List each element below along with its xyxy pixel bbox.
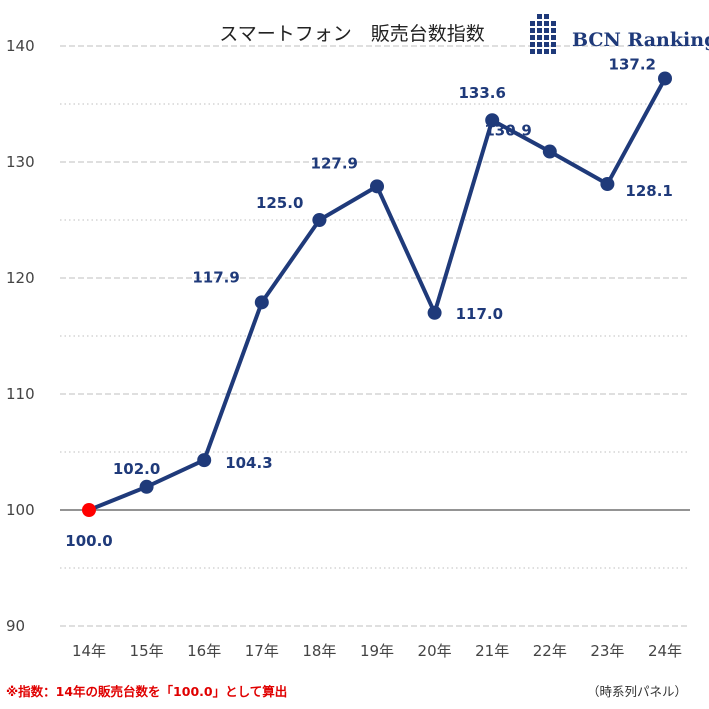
logo-block xyxy=(551,42,556,47)
base-data-point xyxy=(82,503,96,517)
y-axis-ticks: 90 100 110 120 130 140 xyxy=(6,37,35,635)
bcn-ranking-logo: BCN Ranking xyxy=(530,14,709,54)
data-point xyxy=(139,479,154,494)
data-point xyxy=(485,113,500,128)
y-tick-label: 90 xyxy=(6,617,25,635)
data-point xyxy=(370,179,384,194)
logo-block xyxy=(537,21,542,26)
data-label: 102.0 xyxy=(113,460,160,478)
logo-block xyxy=(551,49,556,54)
data-label: 104.3 xyxy=(225,454,272,472)
x-tick-label: 24年 xyxy=(648,642,682,660)
source-note: （時系列パネル） xyxy=(586,684,687,699)
x-axis-ticks: 14年 15年 16年 17年 18年 19年 20年 21年 22年 23年 24年 xyxy=(72,642,682,660)
logo-block xyxy=(544,28,549,33)
chart-title: スマートフォン 販売台数指数 xyxy=(219,23,484,45)
logo-block xyxy=(530,49,535,54)
logo-block xyxy=(530,28,535,33)
data-label: 117.9 xyxy=(192,268,239,286)
logo-text: BCN Ranking xyxy=(572,29,709,51)
data-label: 125.0 xyxy=(256,194,303,212)
logo-block xyxy=(530,21,535,26)
data-point xyxy=(312,213,327,227)
building-grid-icon xyxy=(530,14,556,54)
y-tick-label: 140 xyxy=(6,37,35,55)
logo-block xyxy=(551,28,556,33)
data-point xyxy=(197,453,212,468)
logo-block xyxy=(544,21,549,26)
series-line xyxy=(87,76,667,512)
data-label: 117.0 xyxy=(456,305,503,323)
x-tick-label: 22年 xyxy=(533,642,567,660)
data-label: 127.9 xyxy=(311,154,358,172)
logo-block xyxy=(544,49,549,54)
data-label: 100.0 xyxy=(65,532,112,550)
logo-block xyxy=(551,21,556,26)
logo-block xyxy=(537,14,542,19)
y-tick-label: 110 xyxy=(6,385,35,403)
logo-block xyxy=(544,35,549,40)
logo-block xyxy=(530,35,535,40)
data-point xyxy=(658,71,672,86)
logo-block xyxy=(537,35,542,40)
x-tick-label: 16年 xyxy=(187,642,221,660)
x-tick-label: 20年 xyxy=(418,642,452,660)
x-tick-label: 14年 xyxy=(72,642,106,660)
y-tick-label: 130 xyxy=(6,153,35,171)
x-tick-label: 23年 xyxy=(590,642,624,660)
x-tick-label: 17年 xyxy=(245,642,279,660)
logo-block xyxy=(544,42,549,47)
logo-block xyxy=(537,28,542,33)
data-label: 133.6 xyxy=(458,84,505,102)
data-point xyxy=(254,295,269,310)
y-tick-label: 120 xyxy=(6,269,35,287)
y-tick-label: 100 xyxy=(6,501,35,519)
data-label: 128.1 xyxy=(625,182,672,200)
x-tick-label: 21年 xyxy=(475,642,509,660)
logo-block xyxy=(544,14,549,19)
logo-block xyxy=(530,42,535,47)
data-labels: 100.0 102.0 104.3 117.9 125.0 127.9 117.0 133.6… xyxy=(65,55,673,550)
x-tick-label: 18年 xyxy=(302,642,336,660)
data-point xyxy=(600,177,615,192)
logo-block xyxy=(551,35,556,40)
data-label: 130.9 xyxy=(484,122,531,140)
x-tick-label: 15年 xyxy=(130,642,164,660)
logo-block xyxy=(537,42,542,47)
x-tick-label: 19年 xyxy=(360,642,394,660)
data-points xyxy=(82,71,672,517)
data-label: 137.2 xyxy=(609,55,656,73)
footnote: ※指数：14年の販売台数を「100.0」として算出 xyxy=(6,684,288,699)
grid-lines xyxy=(60,45,690,627)
data-point xyxy=(427,305,442,320)
logo-block xyxy=(537,49,542,54)
data-point xyxy=(542,144,557,159)
